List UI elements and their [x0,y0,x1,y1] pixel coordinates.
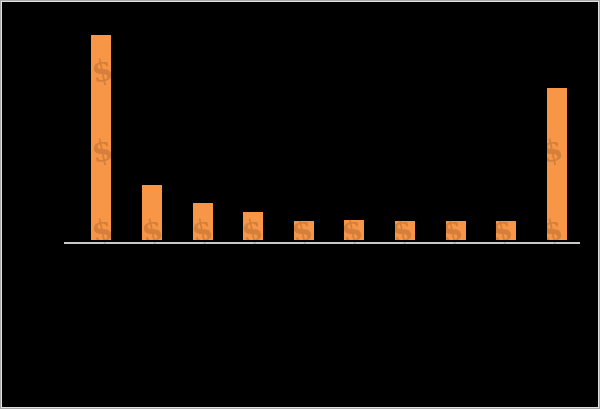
bar [344,220,364,240]
bar [446,221,466,240]
x-axis-baseline [64,242,580,244]
bar [547,88,567,240]
bar [496,221,516,240]
bar [193,203,213,240]
bar [142,185,162,240]
bar [294,221,314,240]
bar [243,212,263,240]
bar [91,35,111,240]
bar [395,221,415,240]
